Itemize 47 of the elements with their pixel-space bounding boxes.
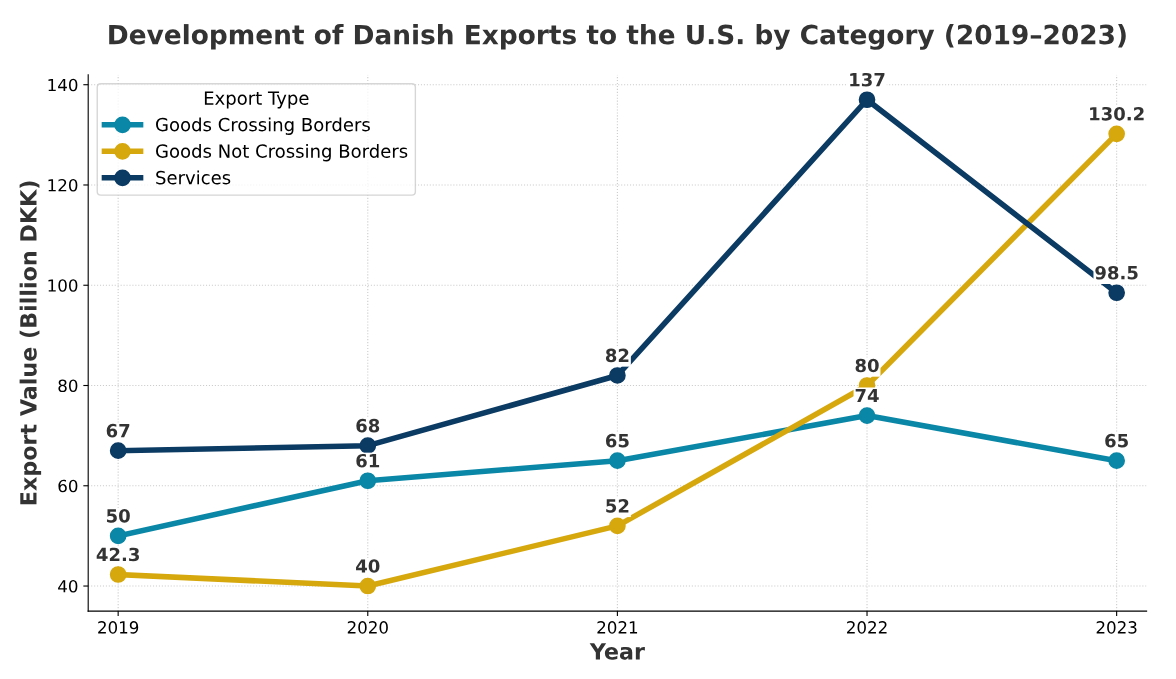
legend-label: Goods Crossing Borders	[156, 117, 370, 135]
point	[359, 437, 377, 454]
point	[359, 577, 377, 595]
y-axis-title: Export Value (Billion DKK)	[19, 181, 42, 505]
point	[609, 367, 626, 384]
point	[109, 527, 127, 545]
x-tick-label: 2020	[347, 621, 388, 634]
x-axis-title: Year	[589, 643, 645, 660]
point	[858, 407, 876, 424]
y-tick-label: 60	[58, 479, 78, 493]
point	[109, 566, 127, 583]
y-tick-label: 120	[48, 178, 78, 192]
x-tick-label: 2021	[597, 621, 638, 634]
x-tick-label: 2019	[98, 621, 139, 634]
data-label: 65	[605, 433, 629, 448]
point	[858, 91, 876, 109]
data-label: 40	[356, 559, 380, 573]
y-tick-label: 100	[48, 279, 78, 292]
y-tick-label: 40	[58, 580, 78, 593]
point	[609, 452, 626, 470]
data-label: 130.2	[1090, 106, 1144, 121]
chart-title: Development of Danish Exports to the U.S. by Category (2019–2023)	[109, 24, 1126, 50]
y-tick-label: 80	[58, 379, 78, 393]
x-tick-label: 2022	[847, 621, 887, 634]
data-label: 61	[356, 453, 380, 468]
data-label: 137	[850, 72, 885, 87]
y-tick-label: 140	[48, 78, 78, 92]
data-label: 67	[106, 423, 130, 438]
data-label: 42.3	[96, 547, 139, 562]
point	[1108, 452, 1125, 470]
data-label: 80	[855, 358, 879, 373]
data-label: 98.5	[1095, 265, 1138, 280]
x-tick-label: 2023	[1096, 621, 1137, 634]
data-label: 65	[1105, 433, 1128, 448]
data-label: 52	[606, 499, 629, 513]
point	[1108, 125, 1125, 143]
data-label: 74	[855, 388, 879, 403]
point	[359, 472, 377, 490]
data-label: 82	[605, 348, 629, 363]
legend-title: Export Type	[204, 91, 309, 109]
legend-label: Services	[156, 170, 231, 185]
point	[1108, 284, 1125, 302]
point	[609, 517, 626, 535]
legend-label: Goods Not Crossing Borders	[156, 143, 408, 162]
data-label: 50	[106, 509, 130, 523]
point	[109, 442, 127, 460]
data-label: 68	[356, 418, 380, 433]
